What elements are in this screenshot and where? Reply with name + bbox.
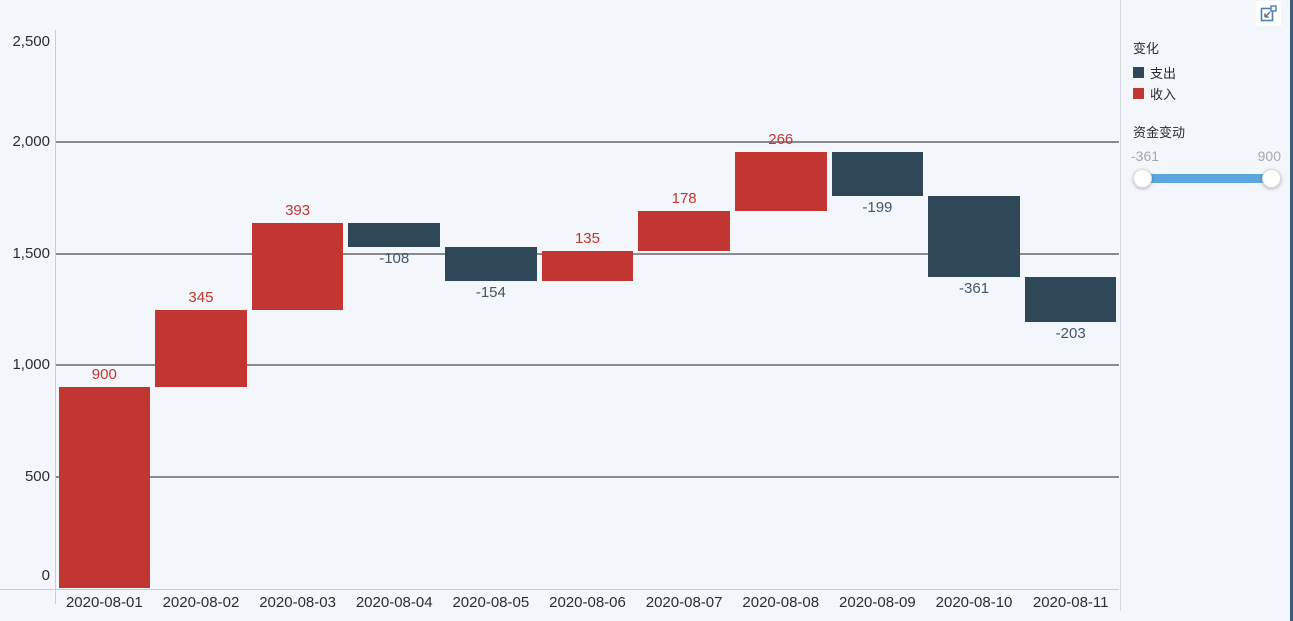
bar-value-label: 900 xyxy=(91,366,117,384)
range-slider[interactable] xyxy=(1133,166,1281,190)
waterfall-bar-income[interactable] xyxy=(734,152,827,212)
bar-value-label: 135 xyxy=(574,230,600,248)
legend-title: 变化 xyxy=(1133,41,1160,56)
slider-range-labels: -361 900 xyxy=(1131,148,1281,164)
bar-value-label: 266 xyxy=(768,131,794,149)
bar-value-label: -154 xyxy=(475,284,506,302)
bar-value-label: -199 xyxy=(862,199,893,217)
bar-value-label: -203 xyxy=(1055,325,1086,343)
slider-title: 资金变动 xyxy=(1133,125,1186,140)
y-gridline xyxy=(56,364,1119,366)
slider-handle-min[interactable] xyxy=(1133,168,1152,188)
legend-item-expense[interactable]: 支出 xyxy=(1133,63,1176,82)
expense-swatch-icon xyxy=(1133,67,1144,78)
slider-handle-max[interactable] xyxy=(1262,168,1281,188)
bar-value-label: 393 xyxy=(285,201,311,219)
legend-item-label: 支出 xyxy=(1150,66,1177,81)
bar-value-label: 345 xyxy=(188,289,214,307)
waterfall-bar-income[interactable] xyxy=(638,211,730,252)
x-axis-label: 2020-08-03 xyxy=(259,594,336,611)
bar-value-label: -108 xyxy=(379,249,410,267)
slider-max-label: 900 xyxy=(1257,148,1281,164)
y-gridline xyxy=(56,141,1119,143)
x-axis-label: 2020-08-04 xyxy=(355,594,433,611)
y-axis-label: 1,500 xyxy=(12,244,50,262)
slider-min-label: -361 xyxy=(1131,148,1160,164)
waterfall-bar-expense[interactable] xyxy=(1024,276,1117,323)
waterfall-bar-income[interactable] xyxy=(251,222,344,311)
waterfall-bar-expense[interactable] xyxy=(445,246,537,282)
x-axis-label: 2020-08-05 xyxy=(452,594,530,611)
x-axis-label: 2020-08-08 xyxy=(742,594,820,611)
legend-item-label: 收入 xyxy=(1150,87,1177,102)
y-axis-label: 0 xyxy=(41,567,50,584)
x-axis-label: 2020-08-10 xyxy=(935,594,1013,611)
panel-divider xyxy=(1120,0,1121,611)
income-swatch-icon xyxy=(1133,88,1144,99)
y-axis-label: 2,500 xyxy=(12,33,50,50)
slider-track[interactable] xyxy=(1143,174,1271,183)
y-axis-label: 1,000 xyxy=(12,356,50,373)
y-axis-label: 2,000 xyxy=(12,133,50,150)
y-axis-line xyxy=(55,30,56,604)
focus-mode-button[interactable] xyxy=(1256,1,1281,26)
bar-value-label: 178 xyxy=(671,190,697,208)
x-axis-label: 2020-08-07 xyxy=(645,594,723,611)
x-axis-label: 2020-08-01 xyxy=(65,594,143,611)
waterfall-bar-expense[interactable] xyxy=(348,222,441,247)
y-axis-label: 500 xyxy=(24,467,50,485)
waterfall-bar-income[interactable] xyxy=(155,310,247,388)
bar-value-label: -361 xyxy=(959,279,990,297)
y-gridline xyxy=(56,475,1119,478)
waterfall-bar-expense[interactable] xyxy=(831,152,924,197)
x-axis-label: 2020-08-06 xyxy=(549,594,626,611)
waterfall-bar-income[interactable] xyxy=(58,387,151,588)
focus-mode-icon xyxy=(1260,5,1277,22)
window-edge-strip xyxy=(1290,0,1293,621)
legend-panel: 变化 支出 收入 资金变动 -361 900 xyxy=(1121,0,1290,621)
x-axis-label: 2020-08-02 xyxy=(162,594,240,611)
x-axis-line xyxy=(0,589,1119,590)
waterfall-bar-expense[interactable] xyxy=(928,196,1020,277)
x-axis-label: 2020-08-11 xyxy=(1032,594,1109,611)
legend-item-income[interactable]: 收入 xyxy=(1133,84,1176,103)
waterfall-bar-income[interactable] xyxy=(541,251,634,282)
x-axis-label: 2020-08-09 xyxy=(839,594,916,611)
